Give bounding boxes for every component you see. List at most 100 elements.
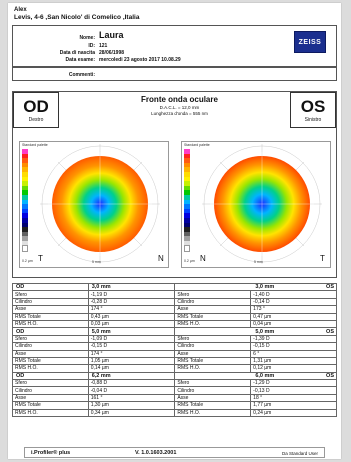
os-row-label: Cilindro <box>174 342 252 351</box>
od-row-label: Asse <box>12 305 89 314</box>
table-row: RMS Totale 1,30 µm RMS Totale 1,77 µm <box>12 401 337 410</box>
table-row: Cilindro -0,04 D Cilindro -0,13 D <box>12 386 337 395</box>
os-label: OS <box>300 97 326 116</box>
od-row-label: RMS Totale <box>12 312 89 321</box>
os-row-label: RMS H.O. <box>174 408 252 418</box>
wavefront-box: OD Destro Fronte onda oculare D.A.C.L. =… <box>12 91 337 278</box>
os-section-header: 3,0 mm OS <box>174 282 337 292</box>
od-temporal-label: T <box>38 254 43 263</box>
od-eye-box: OD Destro <box>13 92 59 128</box>
od-row-value: 1,30 µm <box>87 401 176 410</box>
table-row: Sfero -1,09 D Sfero -1,39 D <box>12 334 337 344</box>
operator-address: Levis, 4-6 ,San Nicolo' di Comelico ,Ita… <box>14 14 140 21</box>
os-section-title: OS <box>326 372 334 379</box>
os-wavefront-map <box>202 144 322 264</box>
od-scale-label: 5 mm <box>92 260 101 264</box>
od-row-label: RMS H.O. <box>12 408 89 418</box>
os-color-scale <box>184 149 190 253</box>
section-header: OD 3,0 mm 3,0 mm OS <box>12 282 337 292</box>
od-map-panel: Standard palette 0.2 µm <box>19 141 169 268</box>
os-row-label: Cilindro <box>174 297 252 307</box>
os-row-label: Sfero <box>174 290 252 299</box>
od-section-diameter: 5,0 mm <box>87 327 176 336</box>
id-label: ID: <box>88 43 95 49</box>
nome-label: Nome: <box>79 35 95 41</box>
table-row: RMS H.O. 0,03 µm RMS H.O. 0,04 µm <box>12 319 337 329</box>
comments-box: Commenti: <box>12 67 337 81</box>
exam-date: mercoledi 23 agosto 2017 10.08.29 <box>99 57 181 63</box>
od-section-diameter: 3,0 mm <box>87 282 176 292</box>
os-row-value: -1,39 D <box>250 334 337 344</box>
table-row: RMS H.O. 0,34 µm RMS H.O. 0,24 µm <box>12 408 337 418</box>
od-section-title: OD <box>12 371 89 381</box>
table-row: Asse 174 ° Asse 173 ° <box>12 305 337 314</box>
os-row-value: 0,12 µm <box>250 364 337 373</box>
table-row: Sfero -1,19 D Sfero -1,40 D <box>12 290 337 299</box>
os-row-label: Asse <box>174 393 252 403</box>
od-row-value: 161 ° <box>87 393 176 403</box>
product-name: i.Profiler® plus <box>31 450 71 456</box>
od-row-value: 0,14 µm <box>87 364 176 373</box>
os-row-label: Asse <box>174 305 252 314</box>
od-row-label: RMS Totale <box>12 401 89 410</box>
os-row-label: RMS Totale <box>174 312 252 321</box>
operator-name: Alex <box>14 7 27 13</box>
os-row-value: 173 ° <box>250 305 337 314</box>
os-row-value: 0,47 µm <box>250 312 337 321</box>
user-label: Da Standard User <box>281 450 318 456</box>
os-eye-box: OS Sinistro <box>290 92 336 128</box>
measurements-table: OD 3,0 mm 3,0 mm OS Sfero -1,19 D Sfero -1,40 D… <box>12 282 337 418</box>
od-color-scale <box>22 149 28 253</box>
patient-dob: 28/06/1998 <box>99 50 125 56</box>
table-row: Cilindro -0,15 D Cilindro -0,15 D <box>12 342 337 351</box>
os-row-value: -0,13 D <box>250 386 337 395</box>
od-step-label: 0.2 µm <box>22 259 33 263</box>
od-label: OD <box>23 97 49 116</box>
patient-box: Nome: Laura ID: 121 Data di nascita 28/0… <box>12 25 337 67</box>
od-nasal-label: N <box>158 254 164 263</box>
exam-label: Data esame: <box>65 57 95 63</box>
od-row-label: Sfero <box>12 334 89 344</box>
os-row-value: -0,14 D <box>250 297 337 307</box>
os-step-label: 0.2 µm <box>184 259 195 263</box>
od-row-label: Cilindro <box>12 342 89 351</box>
od-row-value: -0,28 D <box>87 297 176 307</box>
os-row-value: 1,77 µm <box>250 401 337 410</box>
zeiss-logo: ZEISS <box>294 31 326 53</box>
os-scale-label: 5 mm <box>254 260 263 264</box>
os-section-header: 6,0 mm OS <box>174 371 337 381</box>
os-row-label: Sfero <box>174 334 252 344</box>
od-row-value: -0,04 D <box>87 386 176 395</box>
table-row: Cilindro -0,28 D Cilindro -0,14 D <box>12 297 337 307</box>
od-row-value: 1,05 µm <box>87 356 176 366</box>
table-row: RMS Totale 1,05 µm RMS Totale 1,31 µm <box>12 356 337 366</box>
od-row-label: Asse <box>12 393 89 403</box>
os-section-header: 5,0 mm OS <box>174 327 337 336</box>
od-row-value: -0,88 D <box>87 379 176 388</box>
od-row-label: RMS Totale <box>12 356 89 366</box>
os-row-value: 18 ° <box>250 393 337 403</box>
wavelength-text: Lunghezza d'onda = 555 nm <box>151 111 208 116</box>
od-row-label: RMS H.O. <box>12 319 89 329</box>
os-row-label: Sfero <box>174 379 252 388</box>
footer-bar: i.Profiler® plus V. 1.0.1603.2001 Da Sta… <box>24 447 325 458</box>
od-row-value: 0,03 µm <box>87 319 176 329</box>
os-section-diameter: 6,0 mm <box>255 372 275 379</box>
os-row-value: 6 ° <box>250 349 337 358</box>
os-row-label: Asse <box>174 349 252 358</box>
patient-id: 121 <box>99 43 108 49</box>
os-temporal-label: T <box>320 254 325 263</box>
od-row-label: Asse <box>12 349 89 358</box>
table-row: Asse 174 ° Asse 6 ° <box>12 349 337 358</box>
od-row-label: Sfero <box>12 290 89 299</box>
od-section-title: OD <box>12 282 89 292</box>
os-nasal-label: N <box>200 254 206 263</box>
table-row: RMS Totale 0,43 µm RMS Totale 0,47 µm <box>12 312 337 321</box>
patient-name: Laura <box>99 30 124 40</box>
od-sub: Destro <box>28 117 44 123</box>
od-row-value: -1,19 D <box>87 290 176 299</box>
os-row-label: RMS Totale <box>174 356 252 366</box>
os-map-panel: Standard palette 0.2 µm <box>181 141 331 268</box>
os-section-title: OS <box>326 284 334 291</box>
os-section-diameter: 5,0 mm <box>255 328 275 335</box>
